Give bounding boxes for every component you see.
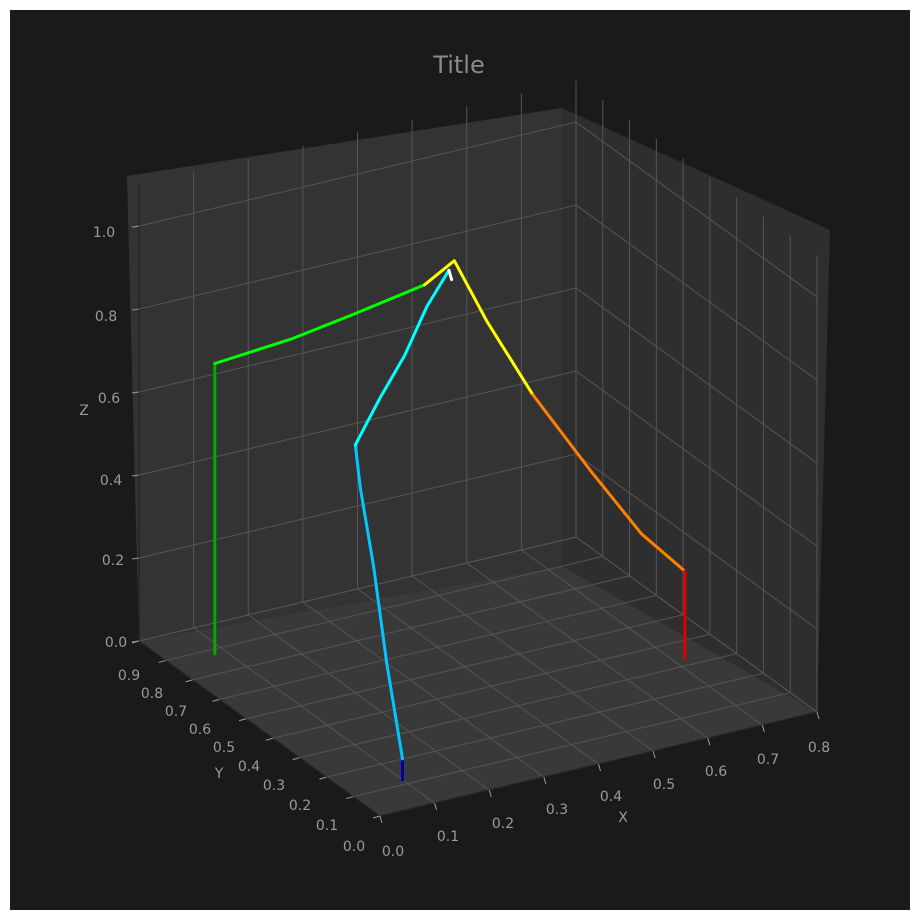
z-grid-line [575,204,818,381]
x-grid-line [247,614,490,791]
z-tick-label: 0.2 [102,553,124,569]
y-grid-line [219,594,657,700]
z-grid-line [138,536,577,642]
x-grid-line [357,588,599,765]
z-tick-mark [131,640,140,643]
x-tick-mark [434,802,438,811]
x-grid-line [411,575,654,752]
z-grid-line [575,453,818,630]
x-grid-line [466,562,709,739]
z-grid-line [138,121,577,227]
y-tick-label: 0.0 [343,839,365,855]
x-tick-label: 0.7 [757,752,779,768]
y-tick-label: 0.6 [189,722,211,738]
x-tick-mark [488,789,492,798]
z-grid-line [575,287,818,464]
z-axis-labels: 0.0 0.2 0.4 0.6 0.8 1.0 Z [79,225,127,651]
x-tick-label: 0.2 [492,816,514,832]
y-tick-mark [265,737,274,741]
y-grid-line [165,555,603,661]
y-tick-label: 0.5 [213,740,235,756]
z-grid-line [575,121,818,298]
y-tick-label: 0.4 [238,759,260,775]
z-grid-line [138,287,577,393]
x-tick-label: 0.0 [382,844,404,860]
x-tick-mark [652,750,656,759]
y-tick-label: 0.3 [263,778,285,794]
y-tick-mark [292,757,300,761]
y-tick-mark [238,718,247,722]
z-grid-line [138,453,577,559]
x-grid-line [302,601,545,778]
y-grid-line [299,653,737,759]
series-line-1 [353,443,404,761]
z-tick-mark [131,308,140,311]
x-tick-mark [707,737,711,746]
z-grid-line [575,536,818,713]
x-grid-line [193,627,435,804]
z-tick-label: 1.0 [93,225,115,241]
axes: 0.0 0.1 0.2 0.3 0.4 0.5 0.6 0.7 0.8 X 0.… [79,184,830,860]
x-tick-label: 0.1 [437,829,459,845]
x-tick-label: 0.4 [600,789,622,805]
z-grid-line [575,370,818,547]
y-grid-line [326,672,764,778]
y-tick-label: 0.9 [118,668,140,684]
z-tick-mark [131,474,140,477]
x-tick-label: 0.3 [546,802,568,818]
x-tick-label: 0.6 [705,764,727,780]
floor-pane [139,566,817,816]
y-grid-line [272,633,711,739]
y-tick-mark [372,815,381,819]
y-tick-mark [212,698,220,702]
z-tick-label: 0.0 [105,635,127,651]
z-grid-line [138,370,577,476]
series-line-5 [213,283,426,365]
x-grid-line [521,549,763,726]
series [213,259,687,782]
y-axis-title: Y [214,766,224,782]
z-tick-mark [131,225,140,228]
x-axis-labels: 0.0 0.1 0.2 0.3 0.4 0.5 0.6 0.7 0.8 X [382,740,830,860]
y-tick-label: 0.2 [289,798,311,814]
z-tick-mark [131,557,140,560]
series-line-2 [353,268,451,447]
y-tick-mark [346,796,354,800]
y-tick-label: 0.1 [316,818,338,834]
x-tick-label: 0.5 [653,777,675,793]
z-tick-mark [131,391,140,394]
x-tick-mark [761,724,765,733]
y-tick-label: 0.7 [165,704,187,720]
z-tick-label: 0.4 [100,473,122,489]
z-grid-line [138,204,577,310]
x-tick-mark [598,763,601,772]
z-axis-title: Z [79,403,89,419]
y-grid-line [353,692,791,798]
chart-title: Title [432,51,484,79]
y-tick-mark [185,679,193,683]
z-tick-label: 0.6 [98,391,120,407]
y-grid-line [192,575,630,681]
series-line-6 [422,259,535,397]
series-line-7 [531,393,687,573]
series-line-3 [447,268,454,281]
x-tick-mark [379,815,383,824]
y-tick-label: 0.8 [141,686,163,702]
y-axis-line [138,640,381,817]
y-tick-mark [319,776,327,780]
x-tick-label: 0.8 [808,740,830,756]
x-tick-mark [816,711,820,720]
back-pane [127,108,562,641]
x-axis-title: X [618,810,628,826]
z-tick-label: 0.8 [95,309,117,325]
y-grid-line [245,614,684,720]
y-axis-labels: 0.0 0.1 0.2 0.3 0.4 0.5 0.6 0.7 0.8 0.9 … [118,668,365,855]
x-tick-mark [543,776,547,785]
y-tick-mark [158,659,166,663]
